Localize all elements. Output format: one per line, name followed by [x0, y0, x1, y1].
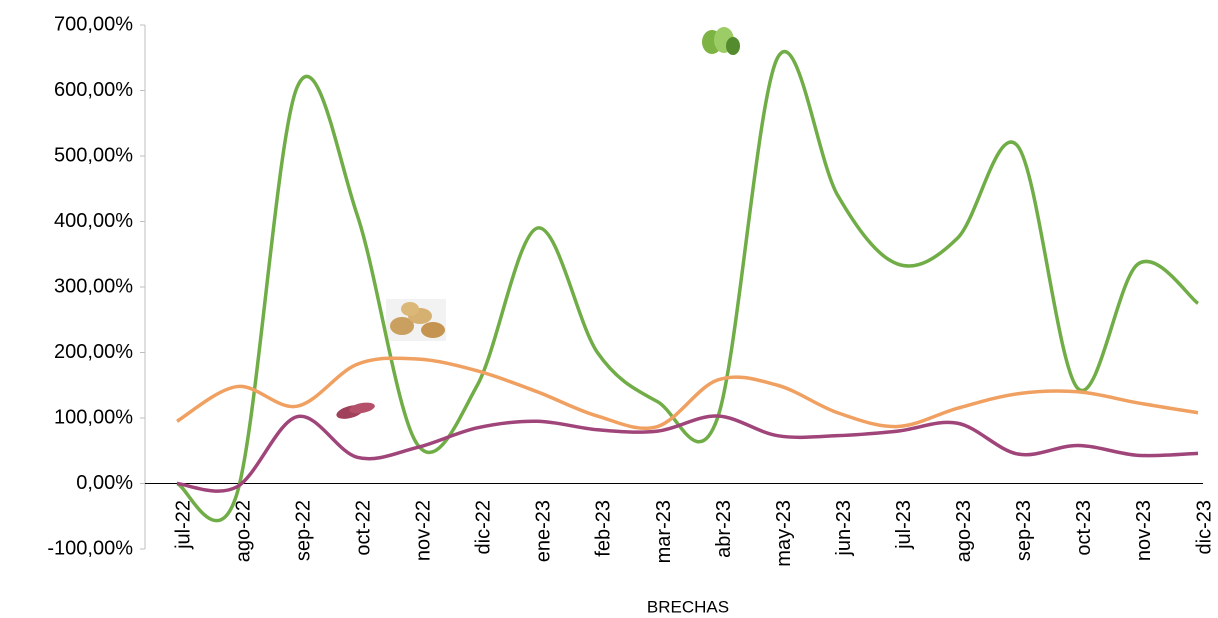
x-tick-label: jul-23	[893, 500, 915, 550]
x-tick-label: feb-23	[593, 500, 615, 557]
y-tick-label: 200,00%	[54, 341, 133, 363]
y-tick-label: 0,00%	[76, 472, 133, 494]
vegetable-icons	[336, 27, 740, 419]
x-tick-label: jul-22	[172, 500, 194, 550]
y-tick-label: 100,00%	[54, 406, 133, 428]
x-tick-label: jun-23	[833, 500, 855, 557]
y-tick-label: 400,00%	[54, 210, 133, 232]
x-tick-label: ene-23	[533, 500, 555, 562]
x-tick-label: dic-22	[473, 500, 495, 554]
x-tick-label: ago-22	[232, 500, 254, 562]
y-tick-label: 600,00%	[54, 79, 133, 101]
x-tick-label: oct-23	[1073, 500, 1095, 556]
x-tick-label: sep-22	[292, 500, 314, 561]
sweet-potato-icon	[336, 402, 375, 419]
x-tick-label: abr-23	[713, 500, 735, 558]
x-tick-label: mar-23	[653, 500, 675, 563]
x-tick-label: sep-23	[1013, 500, 1035, 561]
potato-icon	[386, 299, 446, 341]
x-tick-label: may-23	[773, 500, 795, 567]
x-tick-label: dic-23	[1193, 500, 1215, 554]
y-tick-label: 300,00%	[54, 275, 133, 297]
y-tick-label: 700,00%	[54, 13, 133, 35]
x-axis-label: BRECHAS	[647, 597, 729, 616]
x-tick-label: nov-22	[413, 500, 435, 561]
series-line	[176, 414, 1199, 493]
x-tick-label: ago-23	[953, 500, 975, 562]
x-tick-label: nov-23	[1133, 500, 1155, 561]
y-tick-label: 500,00%	[54, 144, 133, 166]
series-line	[176, 356, 1199, 431]
x-tick-label: oct-22	[352, 500, 374, 556]
y-tick-label: -100,00%	[47, 537, 133, 559]
lettuce-icon	[702, 27, 740, 55]
